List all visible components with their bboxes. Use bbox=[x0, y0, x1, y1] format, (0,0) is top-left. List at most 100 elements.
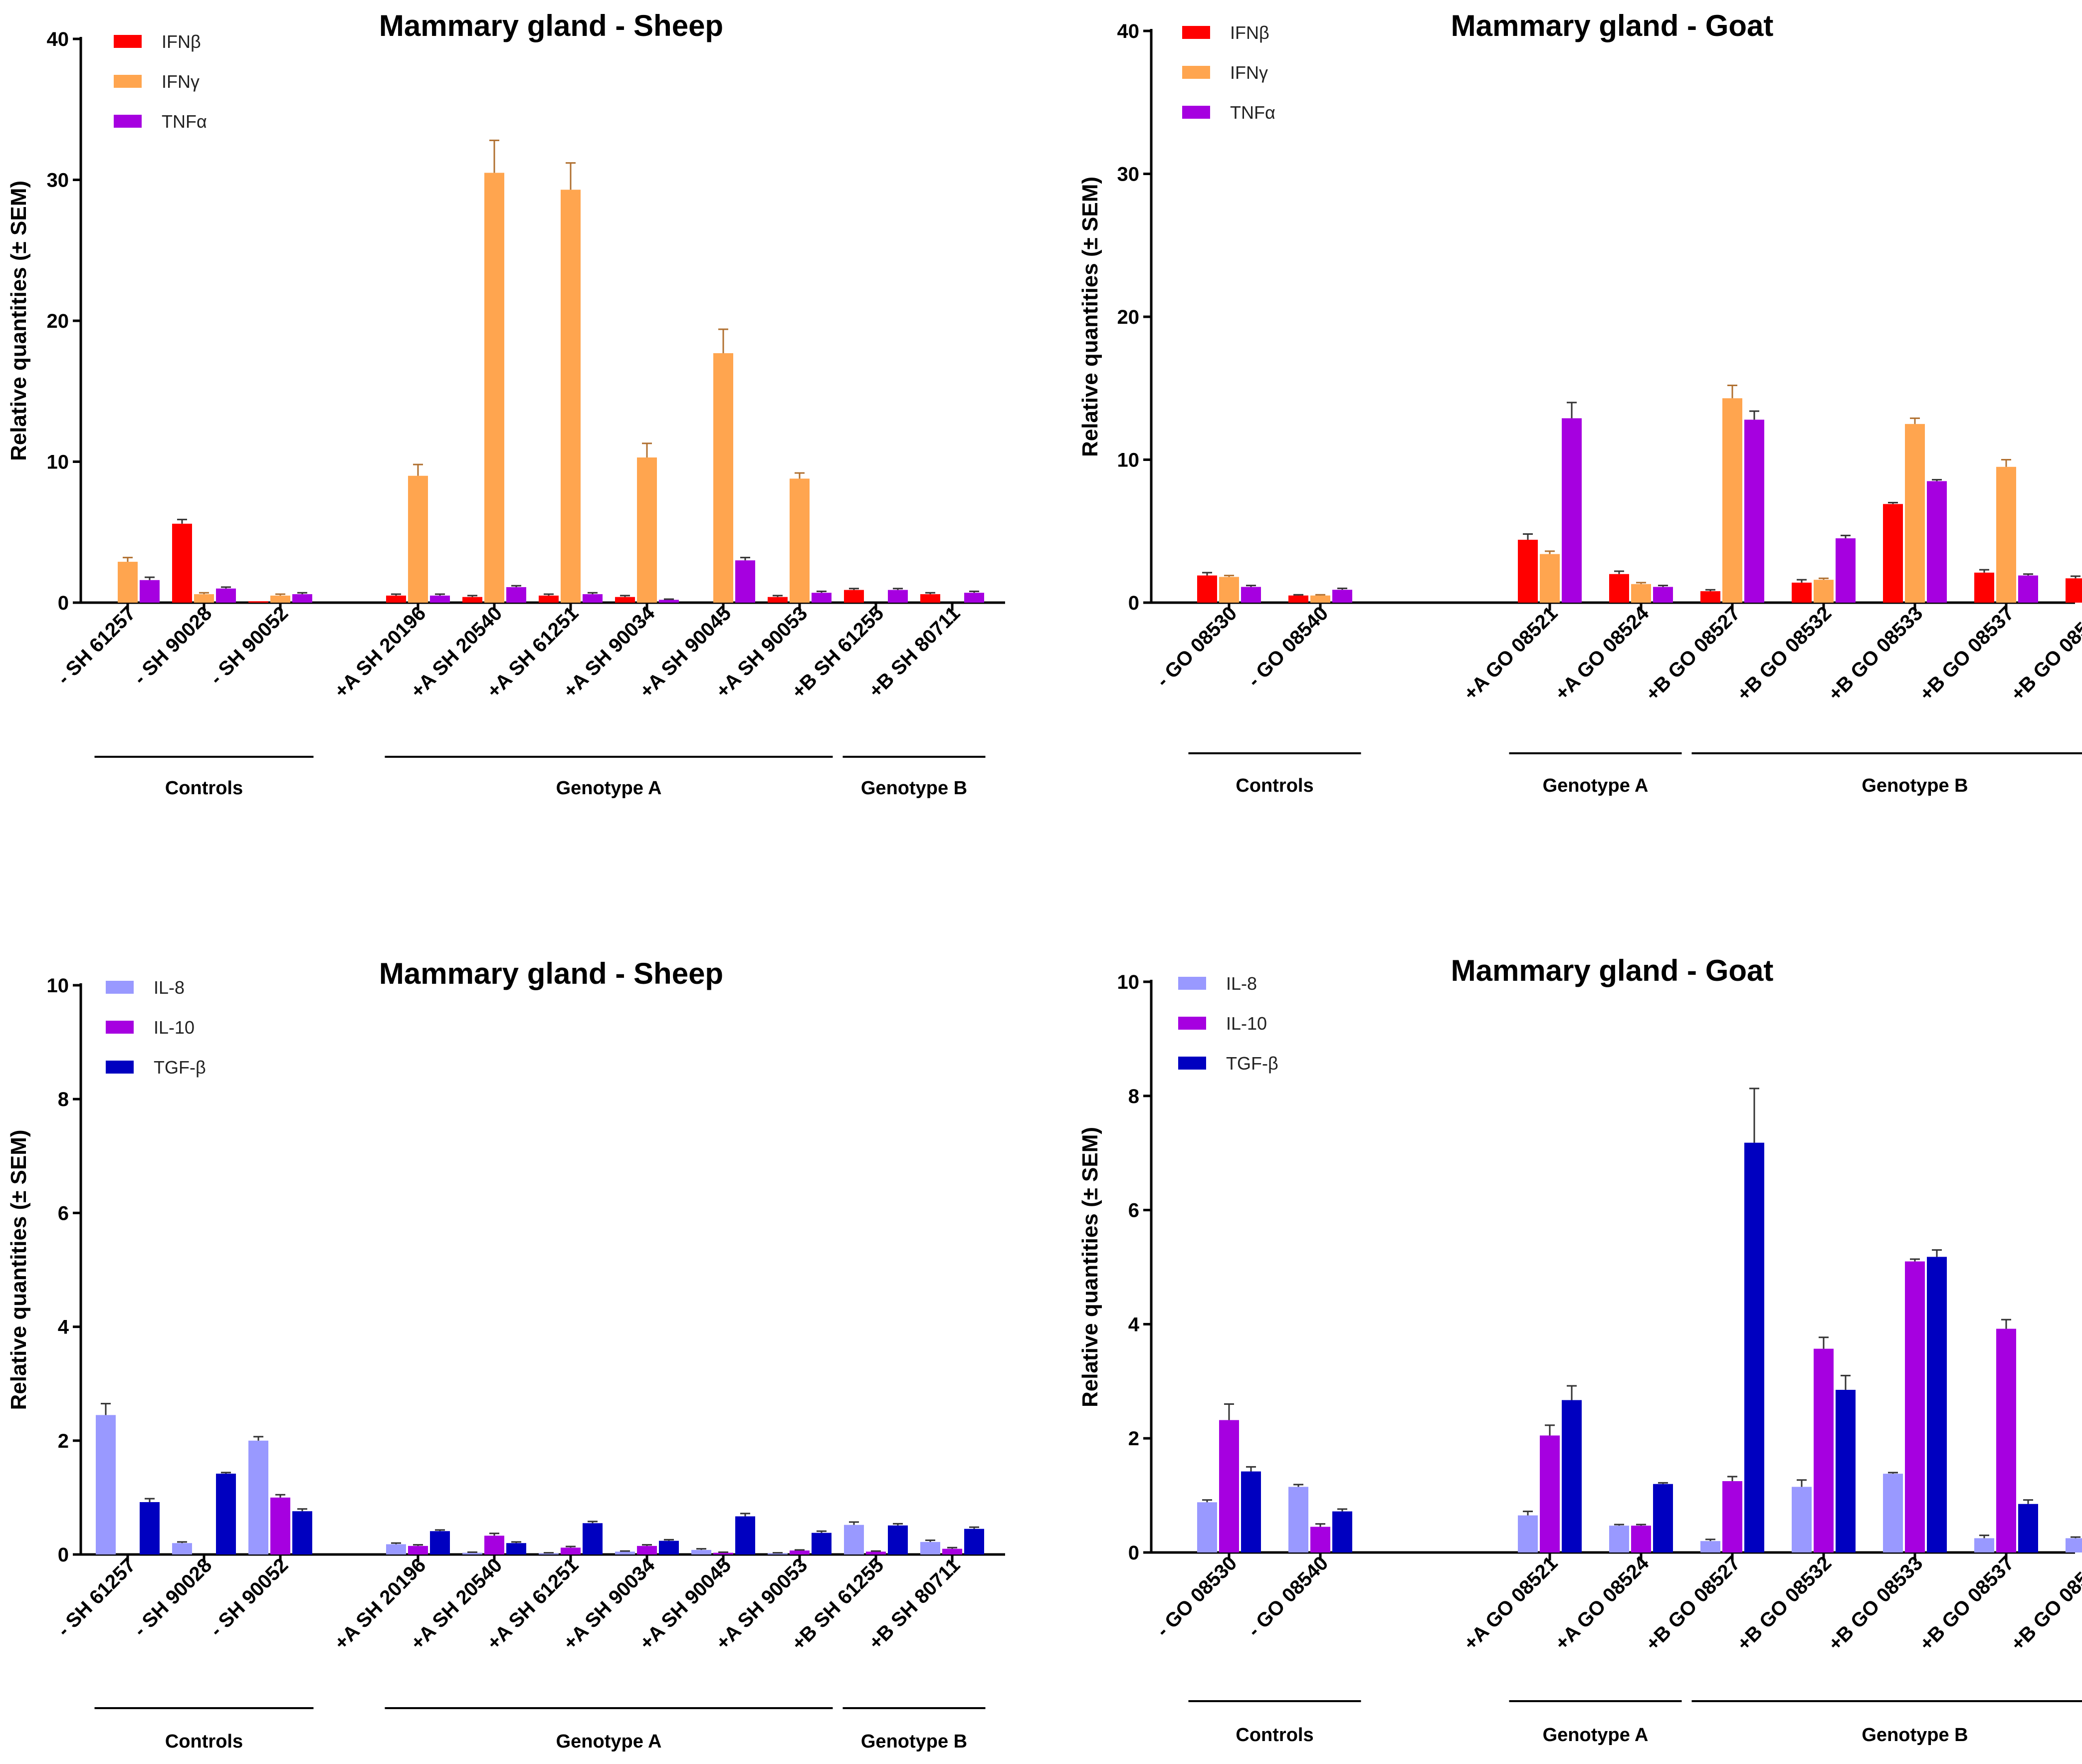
panel-goat-interleukins: Mammary gland - Goat Relative quantities … bbox=[1078, 954, 2082, 1746]
bar-ifn-5 bbox=[561, 190, 581, 603]
bar-tnf-0 bbox=[1241, 587, 1261, 603]
category-label: - SH 90028 bbox=[129, 602, 216, 689]
y-tick-label: 2 bbox=[1128, 1428, 1139, 1450]
group-label: Controls bbox=[165, 778, 243, 799]
y-tick-label: 10 bbox=[47, 451, 69, 473]
bar-il8-1 bbox=[1288, 1487, 1308, 1552]
category-label: +A GO 08524 bbox=[1551, 602, 1654, 705]
bar-tgf-2 bbox=[1562, 1400, 1582, 1552]
y-tick-label: 8 bbox=[58, 1089, 69, 1110]
bar-il8-8 bbox=[2066, 1538, 2082, 1552]
category-label: +B GO 08527 bbox=[1642, 1552, 1744, 1655]
group-label: Genotype A bbox=[556, 778, 662, 799]
legend-label: IFNβ bbox=[162, 31, 201, 52]
bar-il10-4 bbox=[484, 1536, 504, 1554]
y-tick-label: 30 bbox=[1117, 164, 1140, 186]
group-label: Genotype B bbox=[861, 778, 967, 799]
legend-swatch bbox=[1182, 106, 1210, 119]
bar-ifn-1 bbox=[1288, 595, 1308, 603]
bar-ifn-8 bbox=[2066, 578, 2082, 603]
y-tick-label: 0 bbox=[1128, 592, 1139, 614]
legend-swatch bbox=[1182, 66, 1210, 79]
category-label: +B GO 08532 bbox=[1733, 602, 1836, 705]
y-tick-label: 40 bbox=[1117, 20, 1140, 42]
y-axis-label: Relative quantities (± SEM) bbox=[6, 1129, 31, 1410]
bar-tnf-2 bbox=[292, 594, 312, 603]
bar-tnf-4 bbox=[1744, 420, 1764, 603]
bar-ifn-6 bbox=[1905, 424, 1925, 603]
bar-tnf-7 bbox=[2018, 575, 2038, 603]
y-tick-label: 10 bbox=[1117, 449, 1140, 471]
legend-label: IFNβ bbox=[1230, 22, 1269, 43]
bar-il10-2 bbox=[270, 1497, 290, 1554]
category-label: +B GO 08527 bbox=[1642, 602, 1744, 705]
category-label: +B GO 08537 bbox=[1915, 602, 2018, 705]
category-label: +B GO 08533 bbox=[1824, 602, 1927, 705]
bar-ifn-4 bbox=[462, 597, 482, 603]
group-label: Genotype B bbox=[1862, 775, 1968, 796]
bar-tnf-0 bbox=[140, 580, 160, 603]
bar-ifn-7 bbox=[1974, 572, 1994, 603]
bar-il8-5 bbox=[1792, 1487, 1812, 1552]
group-label: Genotype A bbox=[556, 1731, 662, 1752]
bar-tnf-3 bbox=[430, 595, 450, 603]
category-label: +B GO 08532 bbox=[1733, 1552, 1836, 1655]
y-tick-label: 0 bbox=[1128, 1542, 1139, 1564]
y-tick-label: 4 bbox=[58, 1317, 69, 1338]
bar-ifn-7 bbox=[713, 353, 733, 603]
legend-label: TNFα bbox=[162, 111, 207, 132]
bar-tgf-10 bbox=[964, 1529, 984, 1554]
y-tick-label: 20 bbox=[1117, 306, 1140, 328]
chart-title: Mammary gland - Sheep bbox=[379, 9, 723, 42]
bar-ifn-2 bbox=[248, 601, 268, 603]
y-tick-label: 20 bbox=[47, 310, 69, 332]
bar-ifn-2 bbox=[1518, 539, 1538, 603]
bar-ifn-7 bbox=[1996, 466, 2016, 603]
bar-tnf-5 bbox=[1836, 538, 1856, 603]
bar-il10-2 bbox=[1540, 1435, 1560, 1552]
bar-il10-4 bbox=[1722, 1481, 1742, 1552]
bar-tnf-7 bbox=[735, 560, 755, 603]
bar-il8-6 bbox=[1883, 1474, 1903, 1552]
bar-tgf-9 bbox=[888, 1525, 908, 1554]
legend-swatch bbox=[114, 75, 142, 88]
bar-ifn-3 bbox=[1609, 574, 1629, 603]
category-label: - SH 61257 bbox=[53, 602, 140, 689]
chart-title: Mammary gland - Goat bbox=[1451, 9, 1774, 42]
bar-il8-2 bbox=[1518, 1515, 1538, 1552]
bar-ifn-9 bbox=[844, 590, 864, 603]
category-label: - SH 90052 bbox=[206, 1554, 292, 1641]
bar-il10-7 bbox=[1996, 1328, 2016, 1552]
bar-tgf-4 bbox=[506, 1543, 526, 1554]
bar-ifn-3 bbox=[386, 595, 406, 603]
panel-sheep-interleukins: Mammary gland - Sheep Relative quantities… bbox=[6, 957, 1005, 1752]
legend-label: TGF-β bbox=[1226, 1053, 1278, 1074]
group-label: Controls bbox=[165, 1731, 243, 1752]
legend-label: TNFα bbox=[1230, 102, 1275, 123]
bar-il10-1 bbox=[1310, 1527, 1330, 1552]
y-axis-label: Relative quantities (± SEM) bbox=[1078, 1127, 1102, 1407]
bar-ifn-8 bbox=[790, 478, 810, 603]
bar-il10-7 bbox=[713, 1552, 733, 1554]
group-label: Genotype A bbox=[1543, 1725, 1649, 1746]
bar-tnf-6 bbox=[659, 600, 679, 603]
bar-il8-3 bbox=[386, 1544, 406, 1554]
bar-tgf-0 bbox=[1241, 1471, 1261, 1552]
y-tick-label: 8 bbox=[1128, 1086, 1139, 1107]
bar-il8-5 bbox=[539, 1553, 559, 1554]
bar-ifn-2 bbox=[1540, 554, 1560, 603]
bar-ifn-6 bbox=[615, 597, 635, 603]
legend-label: IFNγ bbox=[1230, 62, 1268, 83]
bar-tgf-5 bbox=[583, 1523, 603, 1554]
y-tick-label: 6 bbox=[58, 1202, 69, 1224]
category-label: - SH 90052 bbox=[206, 602, 292, 689]
group-label: Controls bbox=[1236, 775, 1313, 796]
category-label: - GO 08530 bbox=[1152, 1552, 1241, 1641]
bar-il8-7 bbox=[691, 1549, 711, 1554]
y-tick-label: 6 bbox=[1128, 1200, 1139, 1222]
bar-ifn-6 bbox=[1883, 504, 1903, 603]
bar-tnf-4 bbox=[506, 587, 526, 603]
y-tick-label: 10 bbox=[1117, 971, 1140, 993]
bar-il10-9 bbox=[866, 1551, 886, 1554]
legend-swatch bbox=[1182, 26, 1210, 39]
